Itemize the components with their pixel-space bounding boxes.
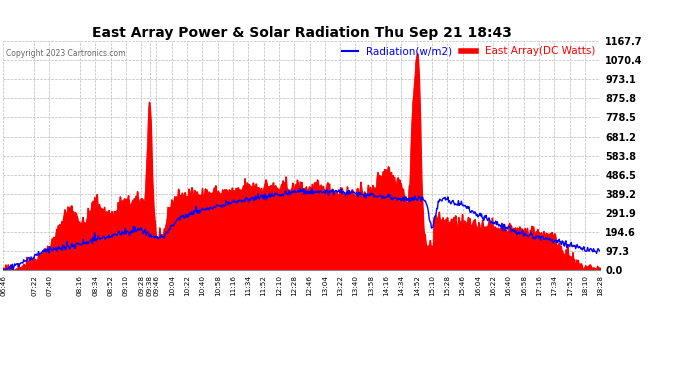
Legend: Radiation(w/m2), East Array(DC Watts): Radiation(w/m2), East Array(DC Watts) [342,46,595,57]
Title: East Array Power & Solar Radiation Thu Sep 21 18:43: East Array Power & Solar Radiation Thu S… [92,26,512,40]
Text: Copyright 2023 Cartronics.com: Copyright 2023 Cartronics.com [6,49,126,58]
